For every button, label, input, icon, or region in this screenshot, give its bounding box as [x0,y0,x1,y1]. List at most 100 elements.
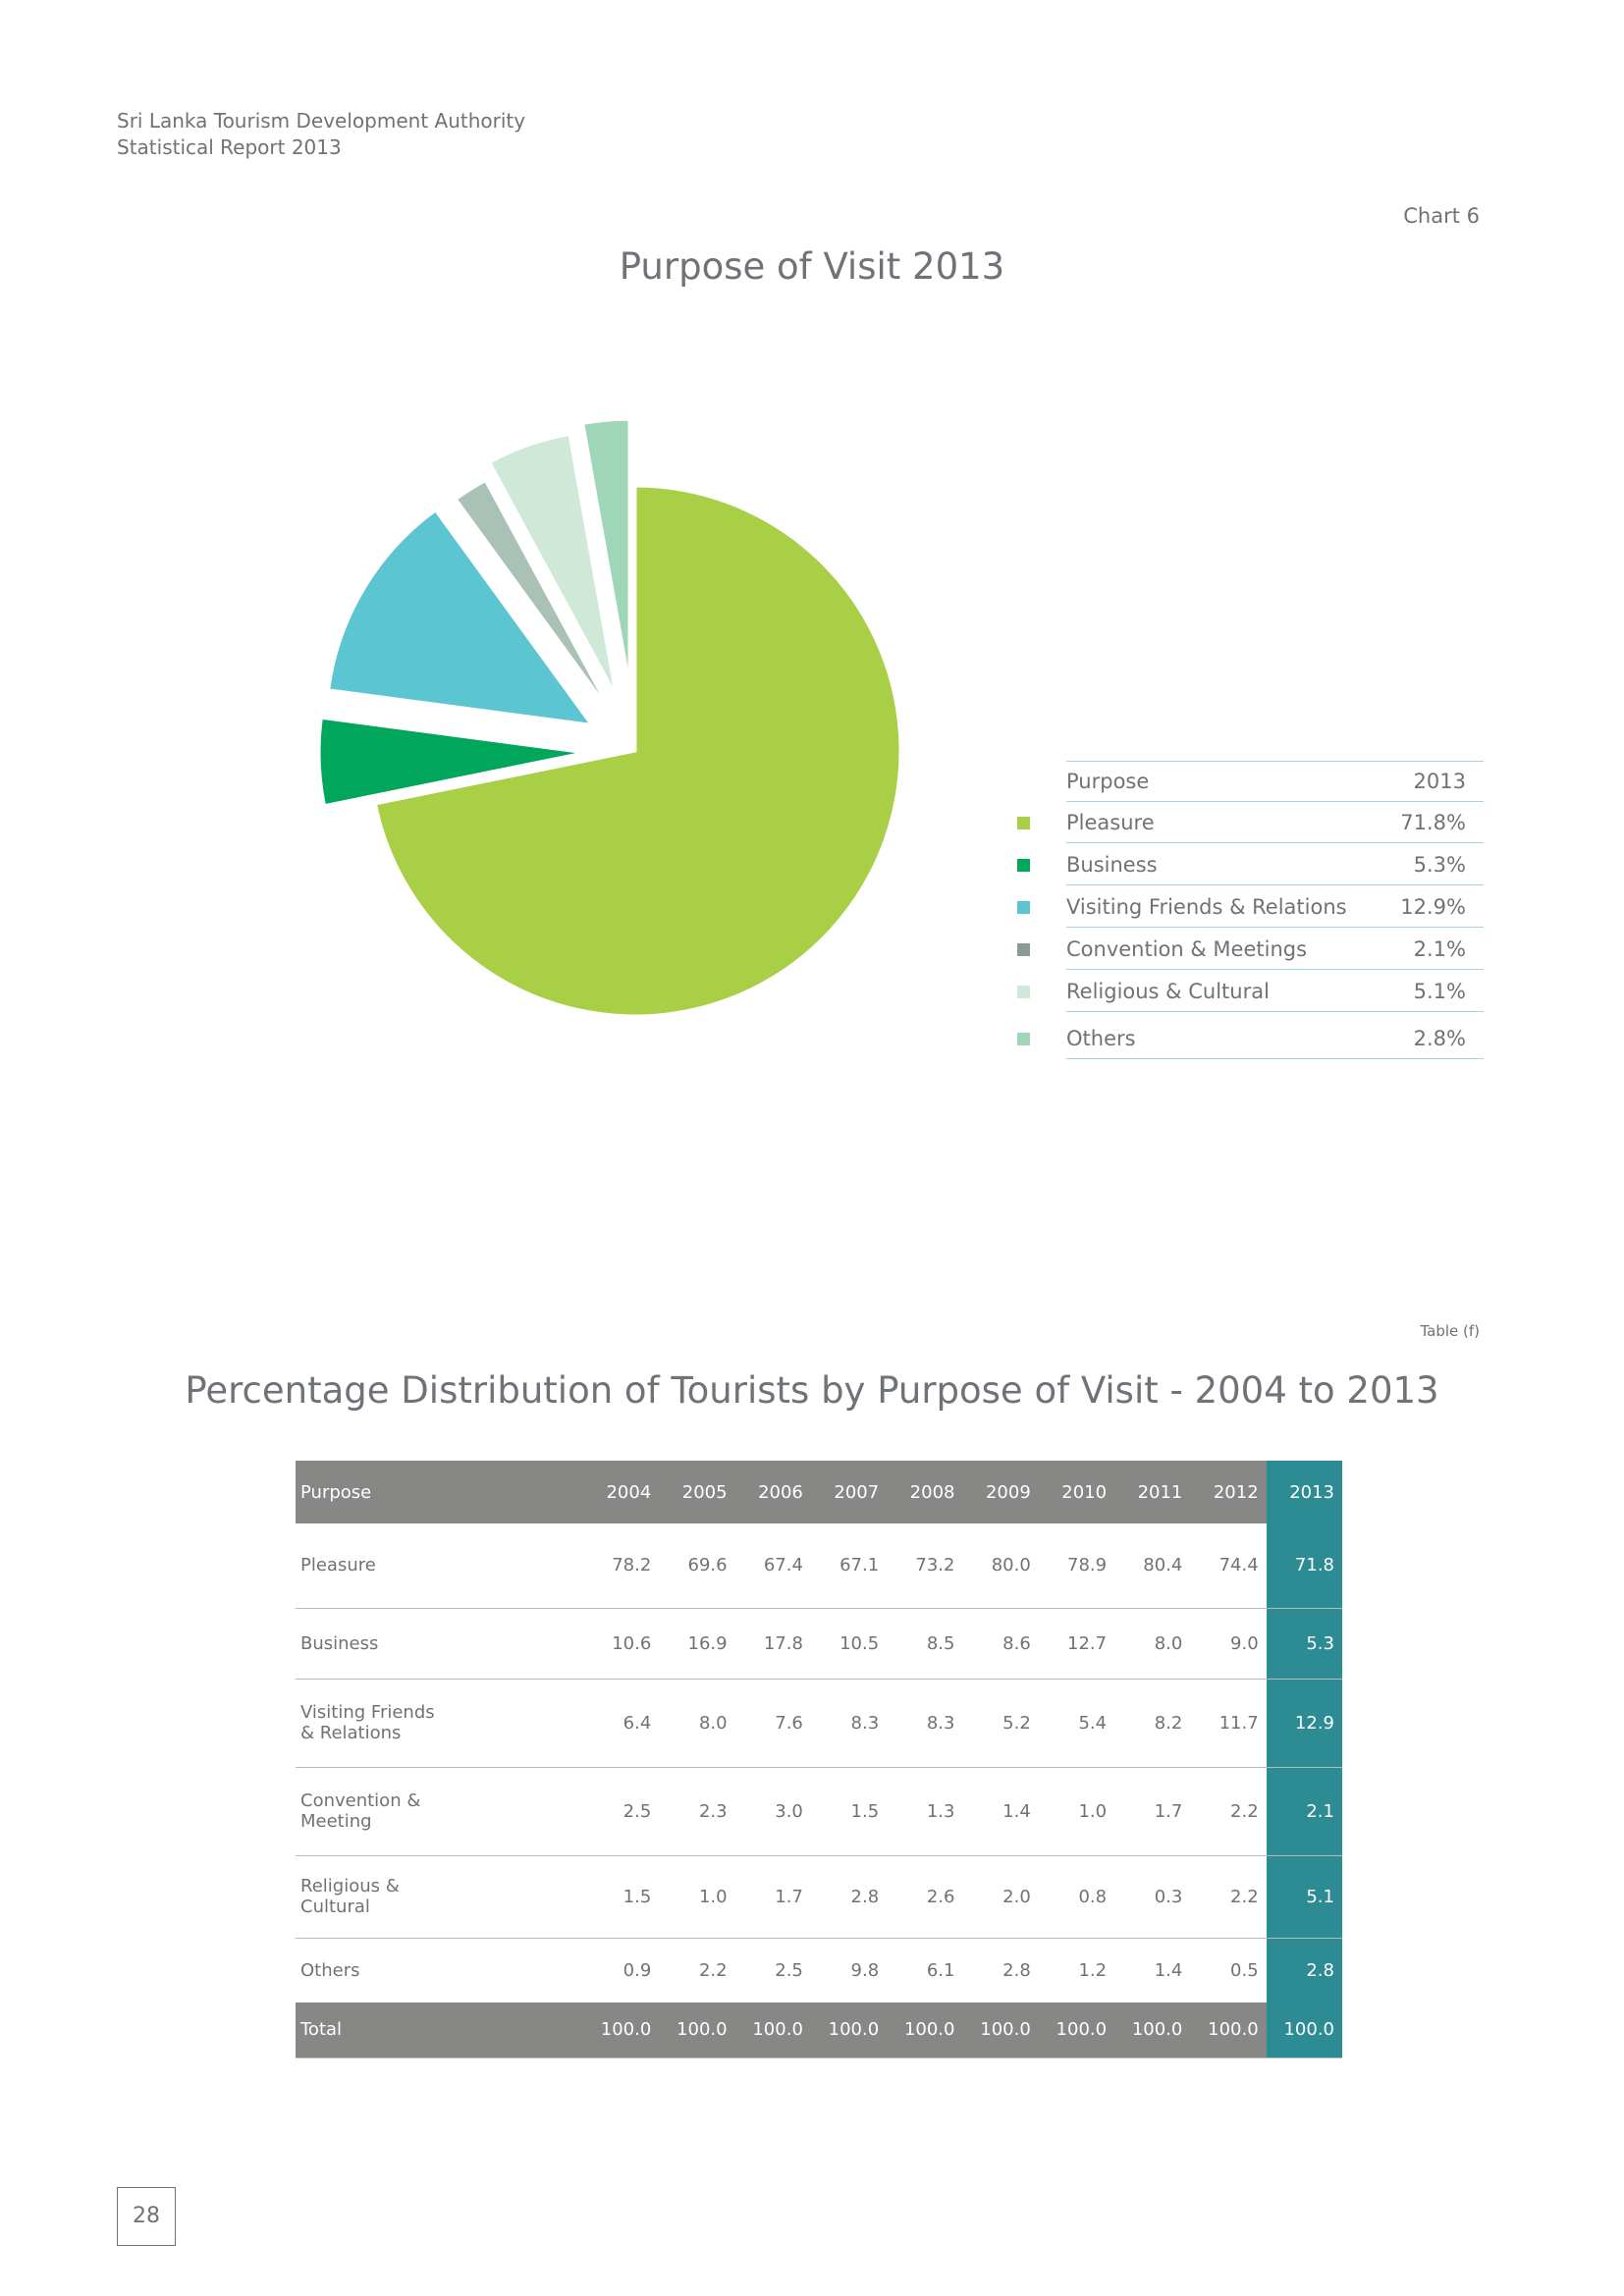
cell: 10.6 [612,1632,652,1654]
legend-swatch [1017,986,1030,998]
legend-label: Pleasure [1066,811,1155,834]
cell: 16.9 [687,1632,728,1654]
cell: 80.4 [1143,1555,1183,1576]
cell: 5.4 [1078,1712,1108,1734]
pie-slice-business [317,716,585,808]
cell: 100.0 [600,2019,652,2041]
cell: 6.4 [623,1712,652,1734]
cell: 1.7 [775,1886,803,1907]
report-header: Sri Lanka Tourism Development Authority … [117,108,525,161]
row-label: Others [300,1959,360,1981]
legend-item-business: Business 5.3% [998,845,1484,887]
cell: 17.8 [763,1632,803,1654]
cell: 8.3 [926,1712,955,1734]
cell: 2.5 [775,1959,803,1981]
table-row: Business 10.6 16.9 17.8 10.5 8.5 8.6 12.… [296,1608,1342,1679]
cell: 2.8 [850,1886,880,1907]
cell: 78.2 [612,1555,652,1576]
table-row: Visiting Friends & Relations 6.4 8.0 7.6… [296,1679,1342,1767]
cell: 80.0 [991,1555,1031,1576]
pie-slice-others [581,417,631,685]
cell: 1.0 [698,1886,728,1907]
row-label: Visiting Friends & Relations [296,1679,583,1767]
cell: 8.0 [698,1712,728,1734]
cell: 67.4 [763,1555,803,1576]
table-total-row: Total 100.0 100.0 100.0 100.0 100.0 100.… [296,2002,1342,2057]
cell: 8.6 [1002,1632,1031,1654]
cell: 74.4 [1218,1555,1259,1576]
cell-highlight: 2.1 [1266,1767,1342,1855]
cell: 2.2 [698,1959,728,1981]
col-header-year: 2011 [1137,1481,1183,1503]
legend-label: Visiting Friends & Relations [1066,895,1347,919]
legend-label: Religious & Cultural [1066,980,1270,1003]
legend-item-others: Others 2.8% [998,1019,1484,1061]
legend-label: Others [1066,1027,1136,1050]
legend-swatch [1017,1033,1030,1045]
distribution-table: Purpose 2004 2005 2006 2007 2008 2009 20… [296,1461,1342,2058]
cell: 2.3 [698,1800,728,1822]
cell: 100.0 [980,2019,1031,2041]
cell: 0.8 [1078,1886,1108,1907]
pie-slice-pleasure [373,484,902,1018]
legend-value: 2.1% [1413,937,1466,961]
cell-highlight: 5.1 [1266,1855,1342,1938]
col-header-year: 2008 [909,1481,955,1503]
report-name: Statistical Report 2013 [117,135,342,159]
cell: 67.1 [839,1555,880,1576]
legend-item-visiting: Visiting Friends & Relations 12.9% [998,887,1484,930]
cell: 78.9 [1067,1555,1108,1576]
row-label-line: & Relations [300,1723,402,1743]
row-label: Business [300,1632,379,1654]
pie-legend: Purpose 2013 Pleasure 71.8% Business 5.3% V… [998,761,1484,1061]
cell: 8.0 [1154,1632,1183,1654]
col-header-year: 2010 [1061,1481,1108,1503]
legend-value: 71.8% [1400,811,1466,834]
legend-header-label: Purpose [1066,770,1150,793]
cell: 1.0 [1078,1800,1108,1822]
cell: 2.0 [1002,1886,1031,1907]
table-label: Table (f) [1420,1322,1480,1340]
chart-title: Purpose of Visit 2013 [619,245,1005,288]
col-header-year-highlight: 2013 [1266,1461,1342,1523]
cell: 2.2 [1230,1800,1259,1822]
table-row: Religious & Cultural 1.5 1.0 1.7 2.8 2.6… [296,1855,1342,1938]
legend-label: Business [1066,853,1158,877]
cell: 5.2 [1002,1712,1031,1734]
row-label-line: Convention & [300,1790,421,1811]
legend-item-religious: Religious & Cultural 5.1% [998,972,1484,1014]
legend-label: Convention & Meetings [1066,937,1308,961]
table-header-row: Purpose 2004 2005 2006 2007 2008 2009 20… [296,1461,1342,1523]
pie-slice-convention [454,478,614,715]
org-name: Sri Lanka Tourism Development Authority [117,109,526,133]
row-label-line: Meeting [300,1811,372,1832]
cell: 2.6 [926,1886,955,1907]
cell: 10.5 [839,1632,880,1654]
cell-highlight: 71.8 [1266,1523,1342,1608]
legend-value: 12.9% [1400,895,1466,919]
row-label: Pleasure [300,1555,376,1576]
cell: 2.8 [1002,1959,1031,1981]
legend-item-convention: Convention & Meetings 2.1% [998,930,1484,972]
cell: 100.0 [677,2019,728,2041]
legend-value: 5.1% [1413,980,1466,1003]
legend-swatch [1017,859,1030,872]
legend-value: 5.3% [1413,853,1466,877]
col-header-year: 2004 [606,1481,652,1503]
cell: 8.2 [1154,1712,1183,1734]
row-label-line: Visiting Friends [300,1702,435,1723]
cell: 0.5 [1230,1959,1259,1981]
cell: 100.0 [903,2019,955,2041]
table-row: Pleasure 78.2 69.6 67.4 67.1 73.2 80.0 7… [296,1523,1342,1608]
legend-swatch [1017,901,1030,914]
cell: 6.1 [926,1959,955,1981]
col-header-year: 2007 [834,1481,880,1503]
cell: 100.0 [828,2019,880,2041]
cell: 8.3 [850,1712,880,1734]
cell: 1.4 [1154,1959,1183,1981]
legend-item-pleasure: Pleasure 71.8% [998,803,1484,845]
cell: 1.3 [926,1800,955,1822]
pie-slice-religious [487,432,618,697]
cell: 0.9 [623,1959,652,1981]
legend-swatch [1017,817,1030,829]
